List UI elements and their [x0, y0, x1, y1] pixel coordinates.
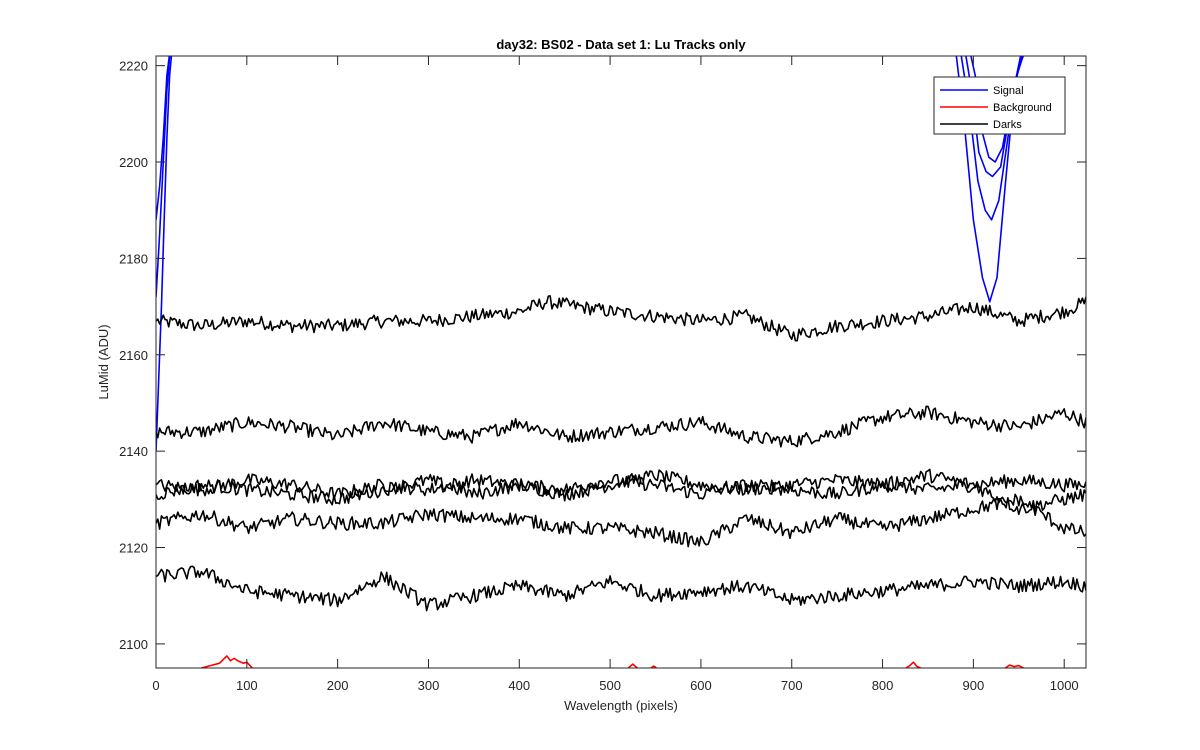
x-tick-label: 0	[152, 678, 159, 693]
y-tick-label: 2100	[119, 637, 148, 652]
legend-label-signal: Signal	[993, 85, 1024, 97]
series-line-background-14	[627, 663, 638, 668]
series-line-signal-2	[156, 56, 171, 220]
x-tick-label: 100	[236, 678, 258, 693]
y-axis-label: LuMid (ADU)	[96, 324, 111, 399]
x-tick-label: 800	[872, 678, 894, 693]
x-axis-label: Wavelength (pixels)	[564, 698, 678, 713]
chart-title: day32: BS02 - Data set 1: Lu Tracks only	[496, 37, 746, 52]
y-tick-label: 2120	[119, 541, 148, 556]
y-tick-label: 2140	[119, 444, 148, 459]
series-line-background-15	[650, 665, 657, 668]
series-line-background-13	[201, 655, 253, 668]
x-tick-label: 400	[508, 678, 530, 693]
plot-area	[156, 56, 1086, 668]
legend: Signal Background Darks	[933, 76, 1066, 135]
x-tick-label: 200	[327, 678, 349, 693]
x-tick-label: 1000	[1050, 678, 1079, 693]
series-layer	[156, 56, 1086, 668]
series-line-darks-12	[156, 565, 1086, 612]
y-axis-ticks: 2100 2120 2140 2160 2180 2200 2220	[119, 59, 1086, 652]
legend-label-darks: Darks	[993, 119, 1022, 131]
series-line-background-17	[1004, 664, 1024, 668]
series-line-darks-7	[156, 295, 1086, 342]
x-tick-label: 900	[963, 678, 985, 693]
y-tick-label: 2180	[119, 251, 148, 266]
axes-box	[155, 55, 1087, 669]
y-tick-label: 2200	[119, 155, 148, 170]
series-line-darks-11	[156, 493, 1086, 548]
x-tick-label: 500	[599, 678, 621, 693]
series-line-signal-0	[156, 56, 173, 452]
series-line-background-16	[905, 661, 922, 668]
x-tick-label: 700	[781, 678, 803, 693]
y-tick-label: 2220	[119, 59, 148, 74]
x-tick-label: 600	[690, 678, 712, 693]
x-tick-label: 300	[418, 678, 440, 693]
series-line-darks-8	[156, 405, 1086, 448]
legend-label-background: Background	[993, 102, 1052, 114]
x-axis-ticks: 0 100 200 300 400 500 600 700 800 900 1000	[152, 56, 1079, 693]
y-tick-label: 2160	[119, 348, 148, 363]
series-line-darks-10	[156, 468, 1086, 516]
